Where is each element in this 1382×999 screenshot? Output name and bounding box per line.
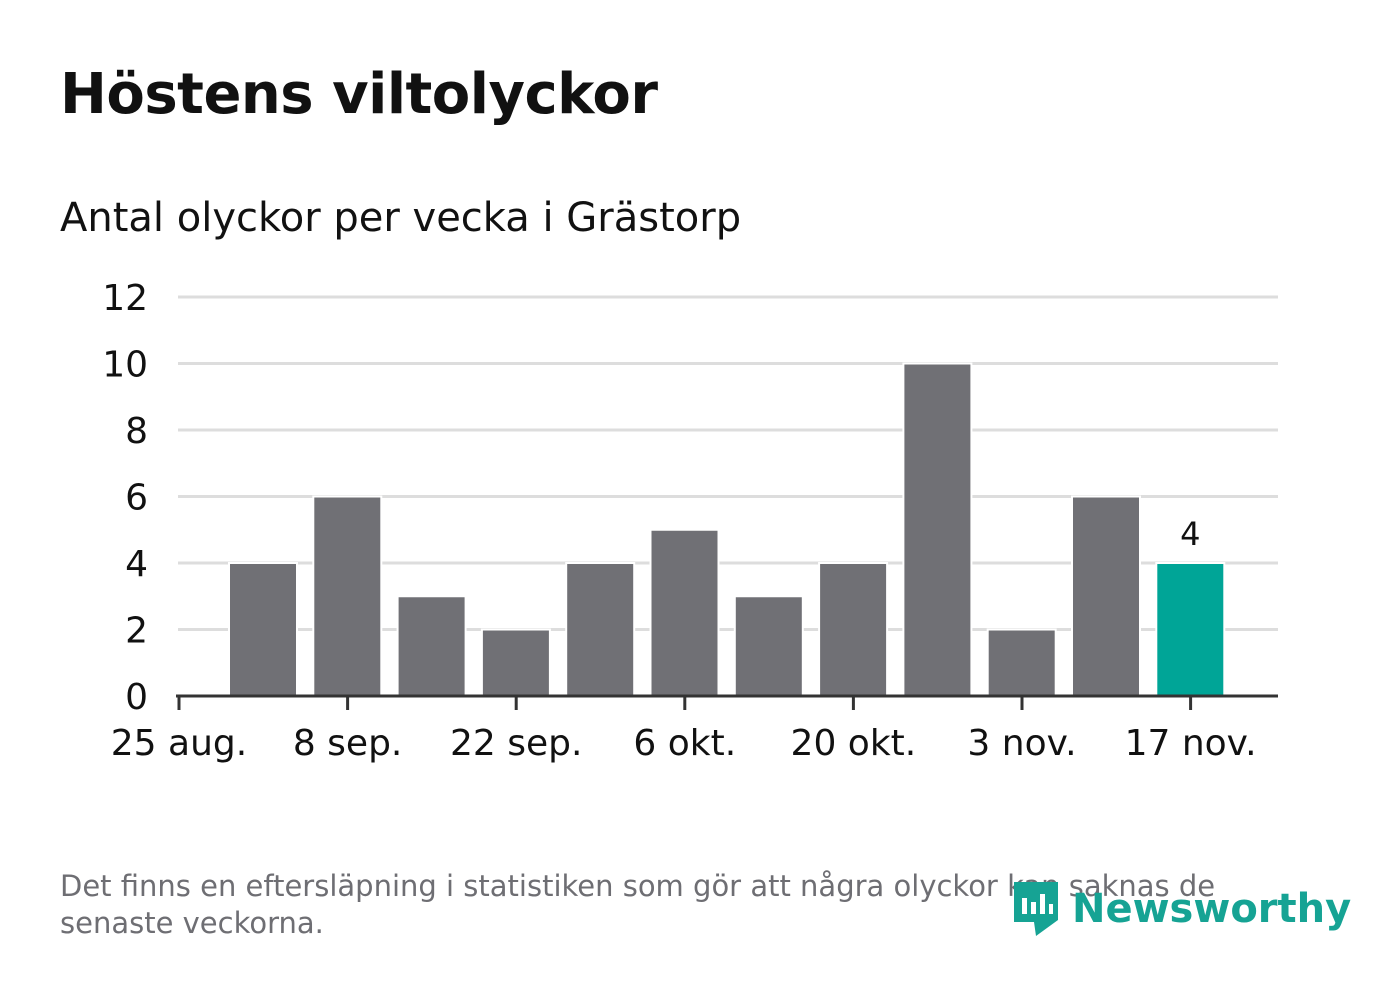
- y-tick-label: 10: [102, 345, 148, 386]
- bar: [649, 528, 720, 697]
- bar: [733, 595, 804, 697]
- bar: [986, 628, 1057, 697]
- y-tick-label: 6: [125, 478, 148, 519]
- x-tick-label: 8 sep.: [293, 723, 403, 764]
- bar: [818, 562, 889, 697]
- bar: [1071, 495, 1141, 697]
- bar: [480, 628, 551, 697]
- x-tick-label: 20 okt.: [791, 723, 917, 764]
- bar: [396, 595, 467, 697]
- x-tick-label: 17 nov.: [1125, 723, 1257, 764]
- bar: [902, 362, 973, 697]
- y-tick-label: 12: [102, 278, 148, 319]
- x-tick-label: 3 nov.: [967, 723, 1076, 764]
- x-axis: [176, 694, 1278, 710]
- x-axis-labels: 25 aug. 8 sep. 22 sep. 6 okt. 20 okt. 3 nov. 1…: [111, 723, 1257, 764]
- bar-data-label: 4: [1180, 515, 1200, 553]
- y-tick-label: 8: [125, 411, 148, 452]
- logo-wordmark: Newsworthy: [1072, 886, 1352, 932]
- x-tick-label: 25 aug.: [111, 723, 247, 764]
- x-tick-label: 6 okt.: [633, 723, 736, 764]
- bar: [312, 495, 383, 697]
- bar-highlight: [1155, 562, 1226, 697]
- newsworthy-logo-icon: [1014, 882, 1058, 936]
- y-tick-label: 0: [125, 677, 148, 718]
- bar: [228, 562, 298, 697]
- bars: 4: [228, 362, 1226, 697]
- y-tick-label: 2: [125, 611, 148, 652]
- x-tick-label: 22 sep.: [450, 723, 582, 764]
- y-tick-label: 4: [125, 544, 148, 585]
- y-axis-labels: 0 2 4 6 8 10 12: [102, 278, 148, 718]
- newsworthy-logo: Newsworthy: [1010, 878, 1351, 940]
- bar: [565, 562, 636, 697]
- chart-title: Höstens viltolyckor: [60, 62, 658, 127]
- chart-subtitle: Antal olyckor per vecka i Grästorp: [60, 195, 742, 241]
